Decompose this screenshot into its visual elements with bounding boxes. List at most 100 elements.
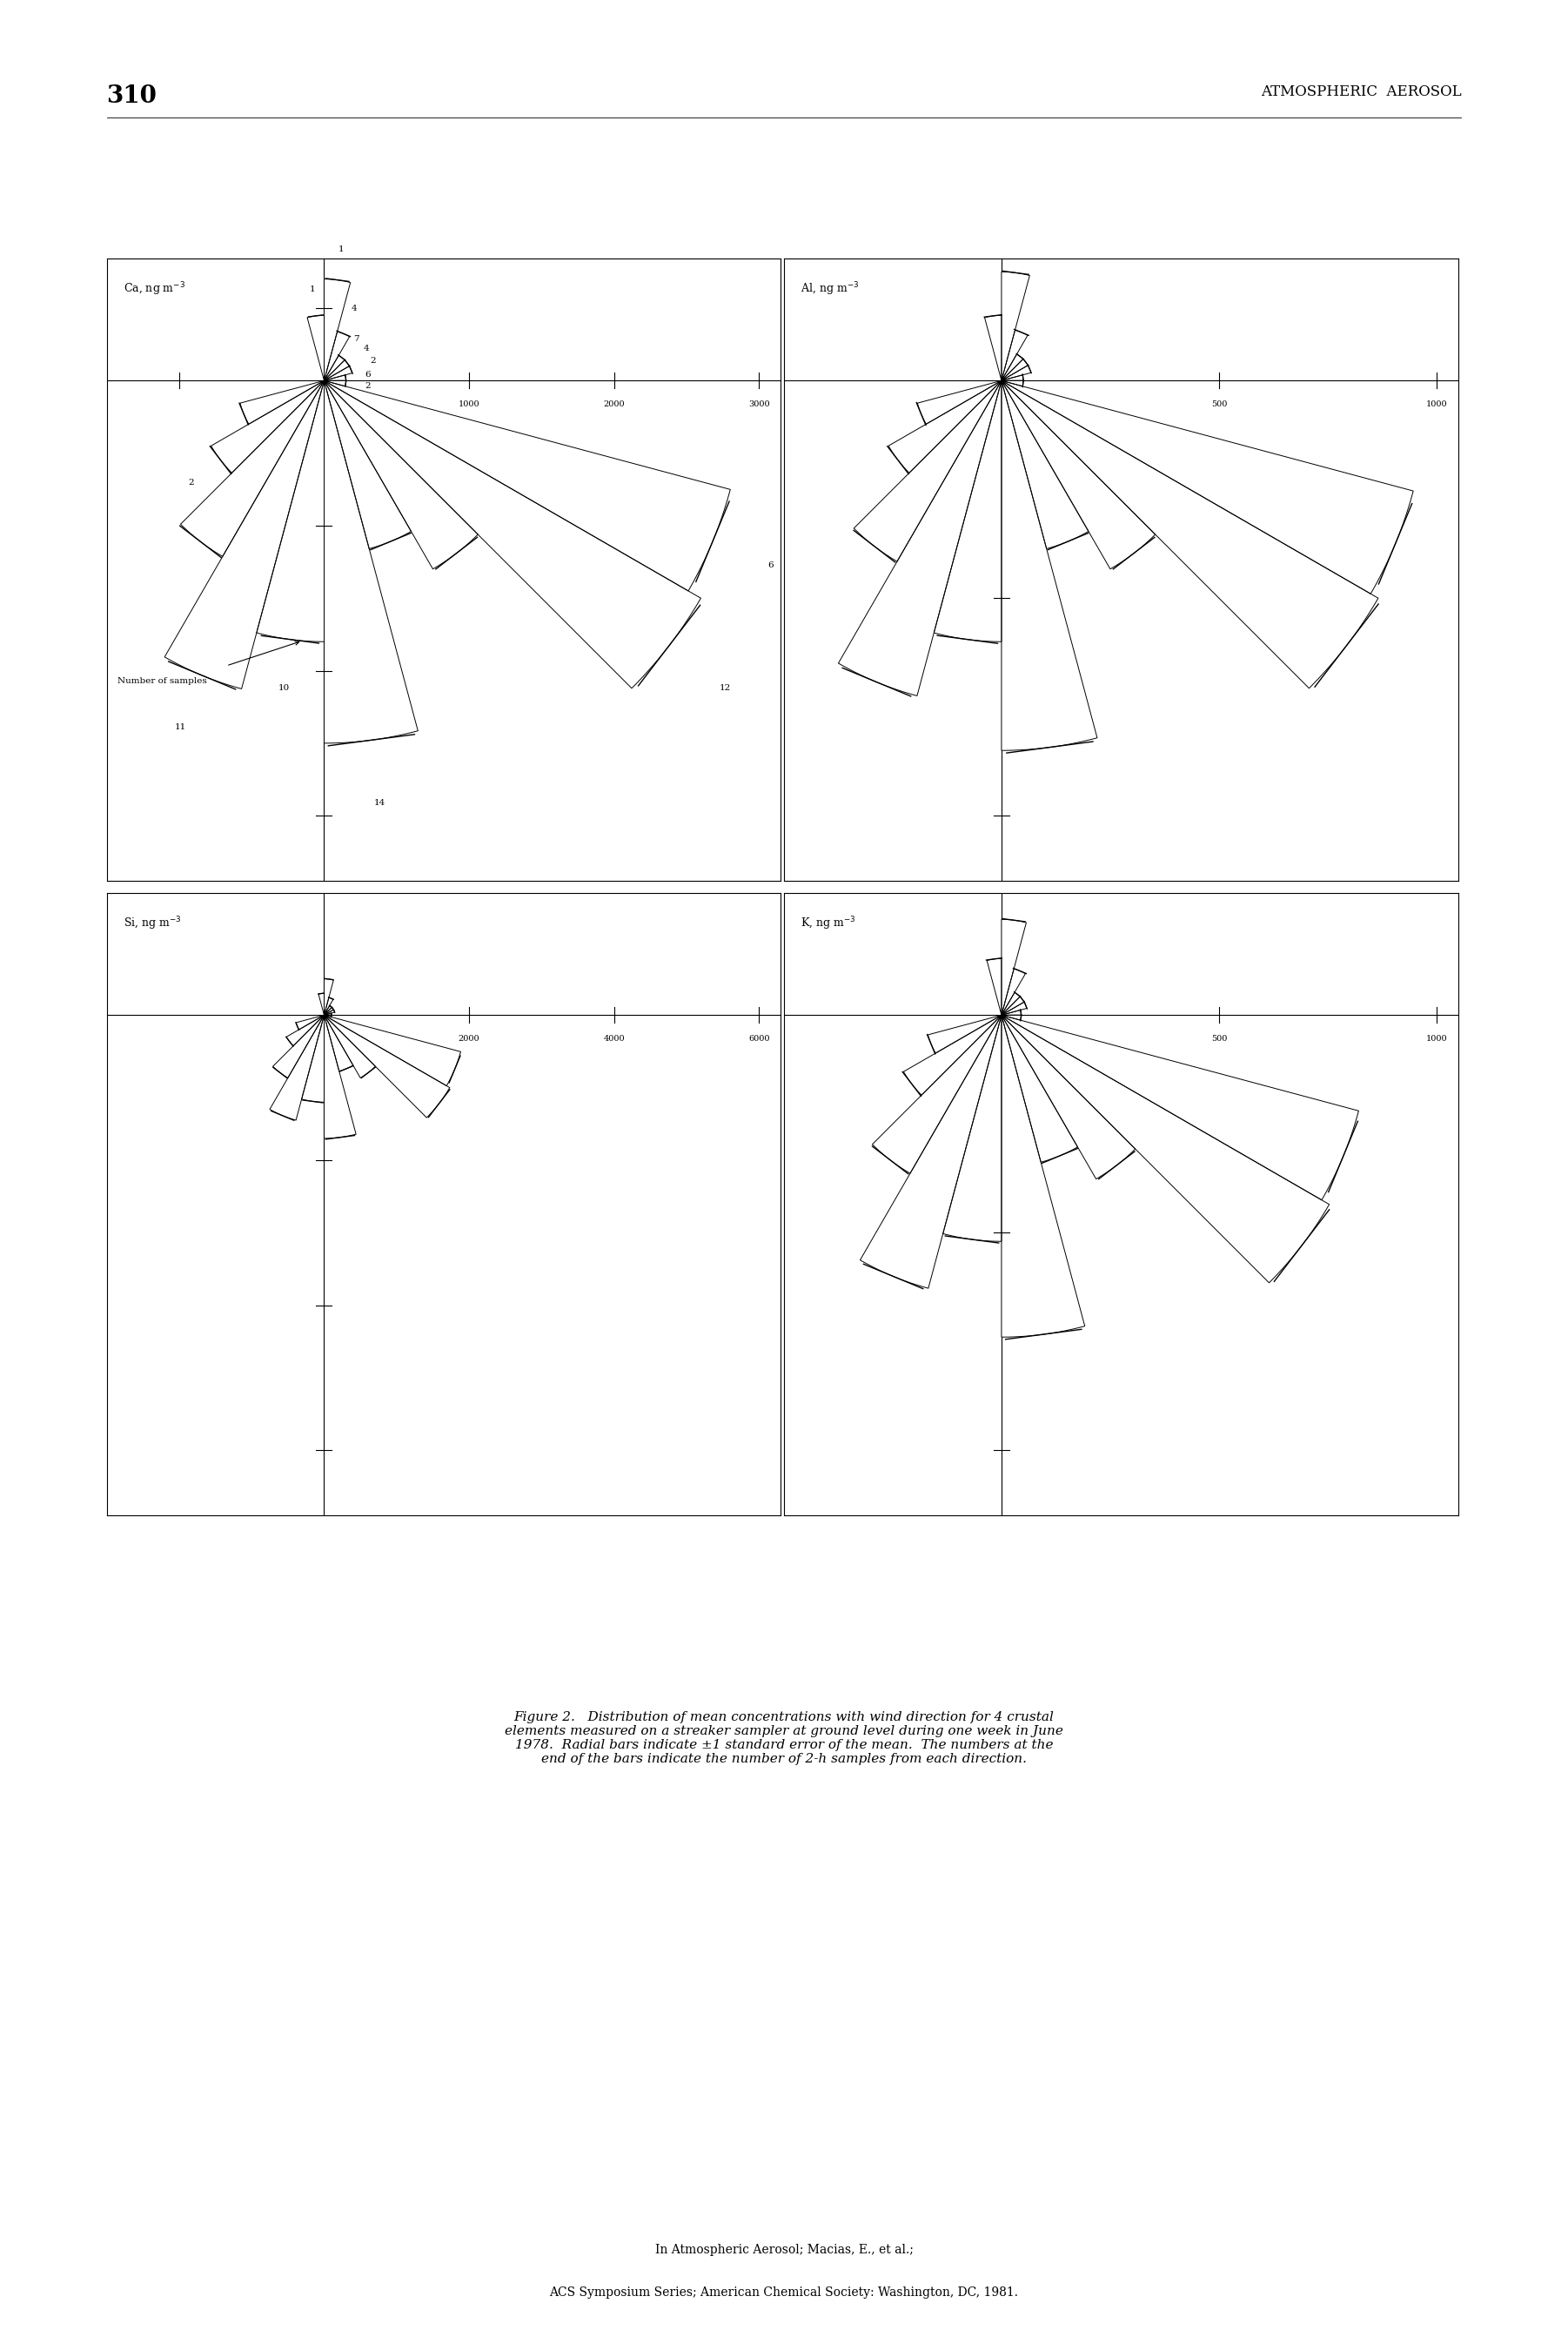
Polygon shape [928,1015,1002,1053]
Text: 10: 10 [278,684,290,691]
Text: 500: 500 [1210,1034,1228,1043]
Polygon shape [1002,968,1025,1015]
Text: ACS Symposium Series; American Chemical Society: Washington, DC, 1981.: ACS Symposium Series; American Chemical … [549,2287,1019,2298]
Polygon shape [917,381,1002,423]
Polygon shape [240,381,325,423]
Polygon shape [889,381,1002,472]
Text: In Atmospheric Aerosol; Macias, E., et al.;: In Atmospheric Aerosol; Macias, E., et a… [655,2244,913,2256]
Polygon shape [1002,381,1024,385]
Text: Al, ng m$^{-3}$: Al, ng m$^{-3}$ [801,280,859,298]
Text: Figure 2.   Distribution of mean concentrations with wind direction for 4 crusta: Figure 2. Distribution of mean concentra… [505,1711,1063,1765]
Text: 11: 11 [176,724,187,731]
Polygon shape [872,1015,1002,1173]
Text: 1: 1 [309,284,315,294]
Polygon shape [296,1015,325,1029]
Text: 2: 2 [370,357,376,364]
Text: 4: 4 [351,306,356,313]
Text: 3000: 3000 [748,400,770,409]
Polygon shape [325,381,411,548]
Polygon shape [1002,360,1029,381]
Text: K, ng m$^{-3}$: K, ng m$^{-3}$ [801,914,856,933]
Polygon shape [986,959,1002,1015]
Text: 14: 14 [373,799,386,806]
Polygon shape [325,999,332,1015]
Polygon shape [212,381,325,472]
Polygon shape [1002,1015,1135,1180]
Polygon shape [325,360,350,381]
Polygon shape [1002,364,1030,381]
Polygon shape [325,1015,450,1119]
Text: Si, ng m$^{-3}$: Si, ng m$^{-3}$ [124,914,182,933]
Polygon shape [1002,381,1378,689]
Polygon shape [325,376,347,381]
Text: 2: 2 [188,479,194,486]
Polygon shape [903,1015,1002,1095]
Polygon shape [1002,381,1413,595]
Text: Number of samples: Number of samples [118,677,207,684]
Text: 7: 7 [353,334,359,343]
Text: 2000: 2000 [604,400,624,409]
Polygon shape [1002,329,1027,381]
Polygon shape [325,1015,353,1072]
Polygon shape [1002,1015,1085,1337]
Polygon shape [165,381,325,689]
Text: 1: 1 [339,244,345,254]
Polygon shape [325,280,350,381]
Polygon shape [318,994,325,1015]
Polygon shape [1002,992,1019,1015]
Polygon shape [325,381,478,569]
Polygon shape [942,1015,1002,1241]
Text: 2: 2 [365,383,372,390]
Polygon shape [325,381,419,743]
Polygon shape [1002,381,1088,548]
Text: 4000: 4000 [604,1034,624,1043]
Polygon shape [325,331,350,381]
Polygon shape [325,367,353,381]
Polygon shape [1002,1015,1330,1283]
Polygon shape [1002,381,1156,569]
Polygon shape [325,1010,334,1015]
Polygon shape [273,1015,325,1079]
Polygon shape [325,355,345,381]
Polygon shape [985,315,1002,381]
Text: 1000: 1000 [1425,400,1447,409]
Polygon shape [1002,355,1022,381]
Polygon shape [270,1015,325,1121]
Polygon shape [1002,1015,1358,1201]
Text: 6: 6 [768,562,773,569]
Polygon shape [325,1008,334,1015]
Text: 12: 12 [720,684,731,693]
Text: 1000: 1000 [1425,1034,1447,1043]
Polygon shape [855,381,1002,562]
Polygon shape [325,980,334,1015]
Polygon shape [1002,919,1027,1015]
Polygon shape [861,1015,1002,1288]
Polygon shape [1002,1015,1077,1163]
Text: 310: 310 [107,85,157,108]
Polygon shape [325,1015,461,1086]
Polygon shape [180,381,325,557]
Polygon shape [1002,1001,1027,1015]
Text: 4: 4 [364,345,368,352]
Polygon shape [257,381,325,642]
Polygon shape [301,1015,325,1102]
Polygon shape [325,381,701,689]
Text: 500: 500 [1210,400,1228,409]
Text: 2000: 2000 [458,1034,480,1043]
Polygon shape [1002,376,1024,381]
Polygon shape [307,315,325,381]
Polygon shape [1002,1015,1021,1020]
Polygon shape [1002,273,1030,381]
Polygon shape [935,381,1002,642]
Polygon shape [287,1015,325,1046]
Polygon shape [325,1015,356,1137]
Polygon shape [1002,381,1098,750]
Polygon shape [1002,1010,1021,1015]
Text: ATMOSPHERIC  AEROSOL: ATMOSPHERIC AEROSOL [1261,85,1461,99]
Polygon shape [325,381,347,385]
Polygon shape [1002,996,1024,1015]
Polygon shape [325,381,731,590]
Text: 6: 6 [365,371,372,378]
Text: 6000: 6000 [748,1034,770,1043]
Polygon shape [325,1015,375,1079]
